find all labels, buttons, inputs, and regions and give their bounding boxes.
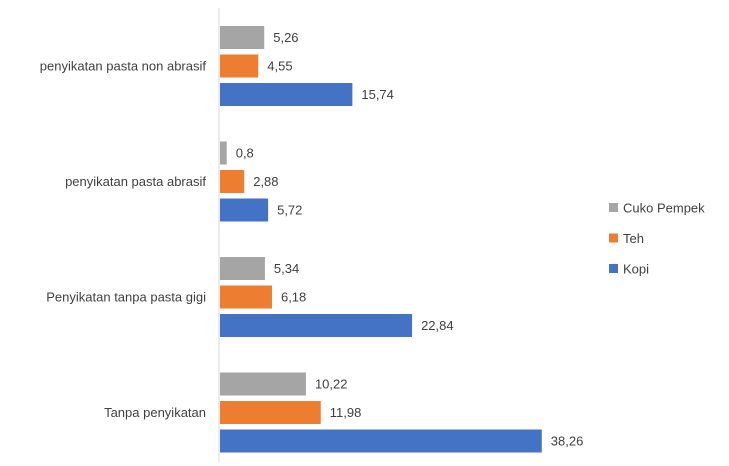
bar-teh [220,285,272,309]
data-label: 10,22 [315,377,348,392]
bar-teh [220,170,245,193]
data-label: 6,18 [281,290,306,305]
bar-cuko-pempek [220,372,306,396]
legend-swatch [609,233,618,243]
bars [220,26,542,453]
bar-cuko-pempek [220,257,265,280]
bar-teh [220,401,321,424]
data-label: 5,26 [273,30,298,45]
data-label: 38,26 [551,434,584,449]
legend-label: Cuko Pempek [623,201,705,216]
bar-kopi [220,83,353,106]
bar-cuko-pempek [220,141,227,165]
category-label: Tanpa penyikatan [104,405,206,420]
data-label: 2,88 [253,174,278,189]
data-label: 5,34 [274,261,299,276]
data-label: 4,55 [267,59,292,74]
data-label: 0,8 [236,146,254,161]
data-labels: 5,26 4,55 15,74 0,8 2,88 5,72 5,34 6,18 22,84 10,… [236,30,584,449]
bar-kopi [220,198,269,222]
category-labels: penyikatan pasta non abrasif penyikatan p… [40,59,207,421]
category-label: penyikatan pasta abrasif [65,174,206,189]
legend-label: Teh [623,231,644,246]
data-label: 11,98 [330,405,362,420]
legend-swatch [609,203,618,212]
category-label: penyikatan pasta non abrasif [40,59,207,74]
data-label: 15,74 [361,87,394,102]
data-label: 22,84 [421,318,454,333]
legend: Cuko Pempek Teh Kopi [609,201,705,277]
legend-swatch [609,264,618,273]
bar-teh [220,54,259,78]
bar-kopi [220,429,542,453]
bar-kopi [220,314,413,337]
bar-cuko-pempek [220,26,265,49]
data-label: 5,72 [277,203,302,218]
category-label: Penyikatan tanpa pasta gigi [46,290,206,305]
legend-label: Kopi [623,262,649,277]
